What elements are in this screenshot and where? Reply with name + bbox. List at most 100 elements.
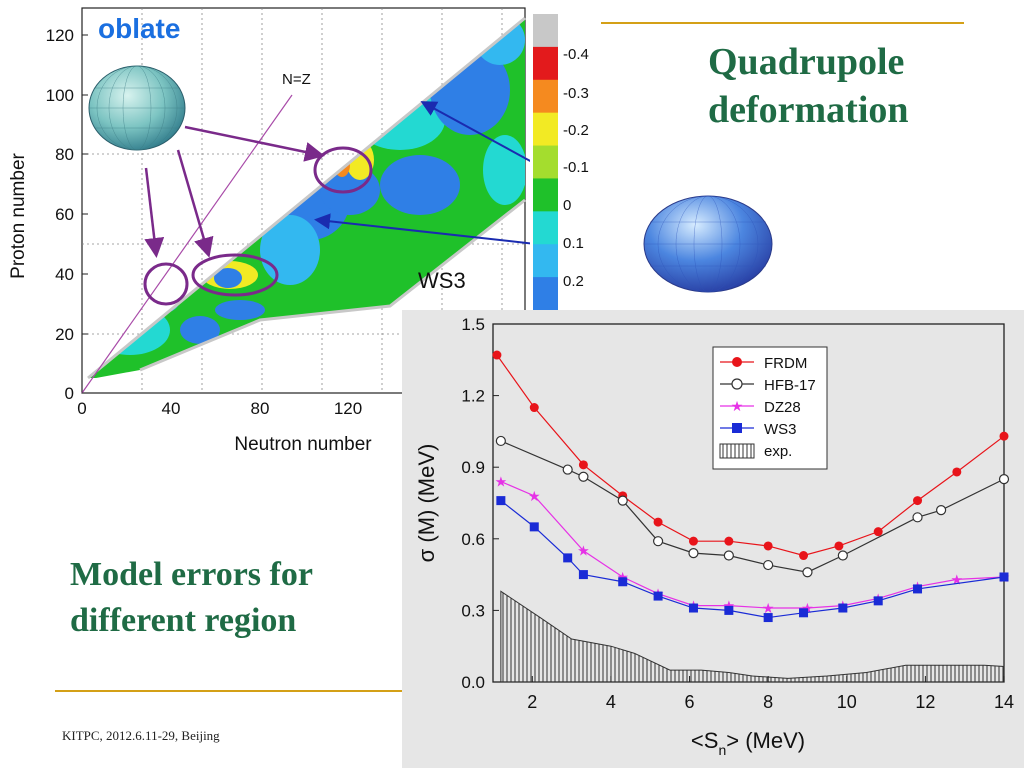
data-point-hfb17: [688, 548, 699, 559]
colorbar-tick: 0.2: [563, 273, 584, 290]
model-error-xtick: 2: [527, 692, 537, 712]
slide-title-line2: deformation: [708, 89, 909, 131]
data-point-dz28: ★: [951, 571, 964, 587]
data-point-ws3: [578, 570, 588, 580]
colorbar-tick: 0.1: [563, 235, 584, 252]
oblate-arrows: [144, 125, 325, 258]
model-error-ytick: 1.5: [461, 315, 485, 334]
data-point-frdm: [873, 527, 883, 537]
colorbar-tick: -0.2: [563, 122, 589, 139]
colorbar-tick: -0.1: [563, 159, 589, 176]
data-point-ws3: [763, 613, 773, 623]
heatmap-ytick: 120: [46, 26, 74, 45]
data-point-ws3: [873, 596, 883, 606]
model-error-ytick: 1.2: [461, 387, 485, 406]
data-point-hfb17: [562, 464, 573, 475]
data-point-frdm: [724, 536, 734, 546]
heatmap-xtick: 120: [334, 399, 362, 418]
heatmap-xtick: 80: [251, 399, 270, 418]
data-point-hfb17: [936, 505, 947, 516]
colorbar-band: [533, 277, 558, 311]
heatmap-ytick: 60: [55, 205, 74, 224]
data-point-ws3: [529, 522, 539, 532]
model-error-ytick: 0.9: [461, 458, 485, 477]
model-error-xtick: 4: [606, 692, 616, 712]
highlight-region-a: [313, 146, 373, 194]
series-line-dz28: [500, 480, 1005, 609]
heatmap-ytick: 0: [65, 384, 74, 403]
nz-label: N=Z: [282, 71, 311, 88]
data-point-hfb17: [578, 471, 589, 482]
oblate-spheroid-icon: [88, 65, 186, 151]
model-error-xtick: 12: [915, 692, 935, 712]
heatmap-ytick: 100: [46, 86, 74, 105]
model-label: WS3: [418, 268, 466, 293]
model-error-xlabel: <Sn> (MeV): [691, 728, 805, 758]
data-point-frdm: [529, 403, 539, 413]
legend-marker-ws3: [732, 423, 742, 433]
legend-marker-frdm: [732, 357, 742, 367]
heatmap-ytick: 80: [55, 145, 74, 164]
data-point-ws3: [724, 605, 734, 615]
data-point-dz28: ★: [762, 600, 775, 616]
colorbar-band: [533, 112, 558, 147]
model-error-xtick: 10: [837, 692, 857, 712]
deformation-heatmap: N=Z oblate WS3: [8, 7, 530, 455]
model-error-ylabel: σ (M) (MeV): [414, 444, 439, 563]
data-point-ws3: [999, 572, 1009, 582]
data-point-ws3: [688, 603, 698, 613]
heatmap-ylabel: Proton number: [8, 152, 29, 278]
data-point-dz28: ★: [528, 488, 541, 504]
legend-label-frdm: FRDM: [764, 355, 807, 372]
heatmap-xtick: 40: [162, 399, 181, 418]
data-point-hfb17: [617, 495, 628, 506]
chart-legend: FRDM HFB-17 ★ DZ28 WS3 exp.: [712, 346, 828, 470]
data-point-frdm: [999, 431, 1009, 441]
data-point-frdm: [763, 541, 773, 551]
data-point-frdm: [834, 541, 844, 551]
data-point-hfb17: [837, 550, 848, 561]
data-point-ws3: [618, 577, 628, 587]
data-point-hfb17: [912, 512, 923, 523]
legend-label-ws3: WS3: [764, 421, 797, 438]
colorbar-band: [533, 14, 558, 48]
colorbar-tick: 0: [563, 197, 571, 214]
model-error-xtick: 6: [685, 692, 695, 712]
model-error-ytick: 0.0: [461, 673, 485, 692]
data-point-ws3: [563, 553, 573, 563]
colorbar-tick: -0.4: [563, 46, 589, 63]
data-point-ws3: [653, 591, 663, 601]
data-point-hfb17: [998, 474, 1010, 485]
data-point-ws3: [913, 584, 923, 594]
data-point-ws3: [496, 496, 506, 506]
highlight-region-c: [143, 262, 189, 306]
colorbar-band: [533, 79, 558, 114]
data-point-hfb17: [723, 550, 734, 561]
data-point-hfb17: [802, 567, 813, 578]
bottom-decorative-line: [55, 690, 403, 692]
colorbar-tick: -0.3: [563, 85, 589, 102]
model-error-xtick: 14: [994, 692, 1014, 712]
colorbar-band: [533, 46, 558, 81]
legend-marker-exp: [719, 443, 755, 459]
slide-title-line1: Quadrupole: [708, 41, 905, 83]
model-error-chart: ★★★★★★★★★★★★★★ 0.00.30.60.91.21.52468101…: [402, 310, 1024, 768]
data-point-ws3: [838, 603, 848, 613]
data-point-frdm: [492, 350, 502, 360]
exp-band: [500, 590, 1005, 683]
data-point-frdm: [653, 517, 663, 527]
prolate-spheroid-icon: [643, 195, 773, 293]
legend-marker-dz28: ★: [731, 398, 744, 414]
heatmap-xtick: 0: [77, 399, 86, 418]
heatmap-ytick: 20: [55, 325, 74, 344]
caption-line2: different region: [70, 602, 297, 639]
data-point-hfb17: [652, 536, 664, 547]
model-error-ytick: 0.6: [461, 530, 485, 549]
colorbar-band: [533, 211, 558, 245]
oblate-label: oblate: [98, 13, 180, 44]
legend-label-exp: exp.: [764, 443, 792, 460]
data-point-frdm: [578, 460, 588, 470]
legend-marker-hfb17: [731, 378, 743, 390]
data-point-frdm: [952, 467, 962, 477]
colorbar-band: [533, 178, 558, 212]
